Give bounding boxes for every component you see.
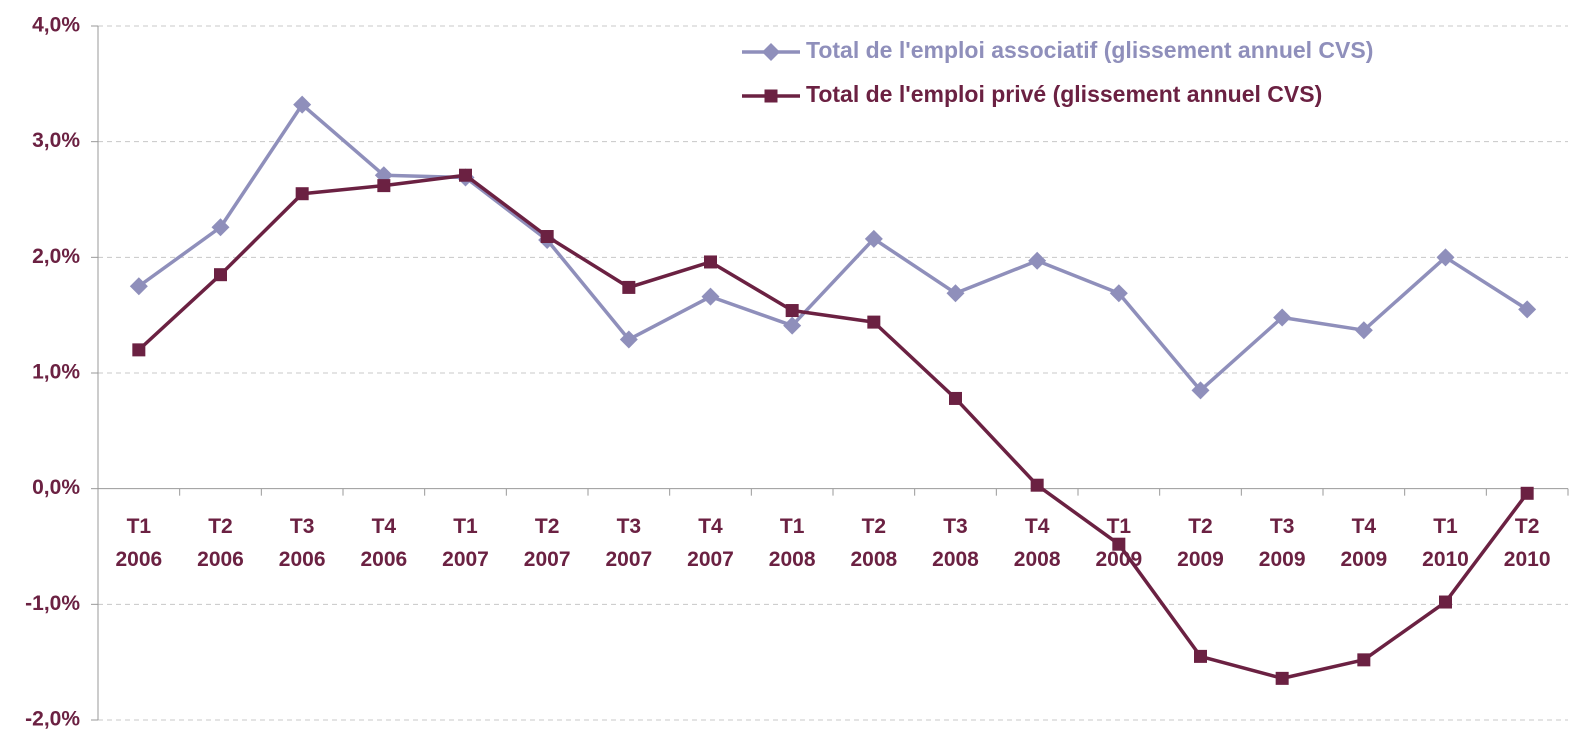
x-tick-label: T2 2009 — [1177, 514, 1224, 571]
point — [1357, 653, 1371, 667]
point — [1439, 595, 1452, 609]
point — [1436, 248, 1455, 267]
point — [132, 343, 146, 357]
point — [1273, 308, 1292, 327]
point — [1191, 381, 1210, 400]
point — [1194, 649, 1207, 663]
x-tick-label: T2 2008 — [850, 514, 898, 571]
y-tick-label: 1,0% — [32, 361, 80, 384]
y-tick-label: 2,0% — [32, 245, 80, 268]
x-tick-label: T1 2007 — [442, 514, 489, 571]
legend-marker — [764, 89, 778, 103]
legend-marker — [762, 43, 780, 61]
series-line — [137, 173, 1529, 681]
point — [459, 168, 472, 182]
point — [783, 316, 802, 335]
point — [619, 330, 638, 349]
x-tick-label: T2 2010 — [1503, 514, 1551, 571]
point — [864, 229, 883, 248]
x-tick-label: T2 2006 — [197, 514, 244, 571]
point — [377, 179, 391, 193]
x-tick-label: T1 2008 — [768, 514, 816, 571]
point — [214, 268, 227, 282]
y-tick-label: 4,0% — [32, 14, 80, 37]
y-tick-label: 3,0% — [32, 129, 80, 152]
y-tick-label: -2,0% — [25, 708, 80, 731]
point — [293, 95, 312, 114]
y-tick-label: 0,0% — [32, 476, 80, 499]
point — [867, 315, 881, 329]
point — [1028, 251, 1047, 270]
point — [129, 277, 148, 296]
point — [704, 255, 717, 269]
point — [785, 304, 799, 318]
x-tick-label: T4 2009 — [1340, 514, 1388, 571]
point — [211, 218, 230, 237]
point — [622, 280, 636, 294]
point — [1275, 671, 1289, 685]
y-tick-label: -1,0% — [25, 592, 80, 615]
point — [946, 284, 965, 303]
point — [1030, 478, 1044, 492]
x-tick-label: T3 2007 — [605, 514, 653, 571]
x-tick-label: T4 2007 — [687, 514, 734, 571]
point — [1354, 321, 1373, 340]
legend-label: Total de l'emploi privé (glissement annu… — [806, 81, 1322, 107]
x-tick-label: T2 2007 — [523, 514, 571, 571]
x-tick-label: T1 2009 — [1095, 514, 1143, 571]
x-tick-label: T3 2009 — [1258, 514, 1306, 571]
point — [1518, 300, 1537, 319]
x-tick-label: T3 2008 — [932, 514, 979, 571]
point — [701, 287, 720, 306]
x-tick-label: T3 2006 — [278, 514, 326, 571]
x-tick-label: T1 2006 — [115, 514, 163, 571]
point — [295, 187, 309, 201]
point — [540, 230, 554, 244]
series-line — [137, 102, 1529, 393]
legend-label: Total de l'emploi associatif (glissement… — [806, 37, 1373, 63]
x-tick-label: T1 2010 — [1422, 514, 1469, 571]
point — [1109, 284, 1128, 303]
point — [1112, 537, 1126, 551]
x-tick-label: T4 2008 — [1013, 514, 1061, 571]
point — [949, 391, 962, 405]
x-tick-label: T4 2006 — [360, 514, 408, 571]
point — [1520, 486, 1534, 500]
